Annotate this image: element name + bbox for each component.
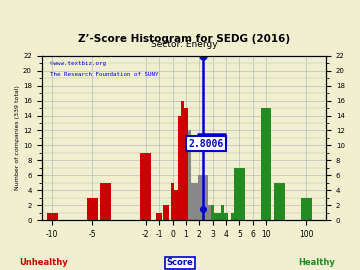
Bar [163,205,168,220]
Bar [224,212,228,220]
Bar [201,175,204,220]
Text: Healthy: Healthy [298,258,335,267]
Bar [100,183,111,220]
Bar [87,198,98,220]
Bar [140,153,151,220]
Bar [211,205,214,220]
Bar [204,175,208,220]
Bar [194,183,198,220]
Bar [301,198,311,220]
Title: Z’-Score Histogram for SEDG (2016): Z’-Score Histogram for SEDG (2016) [78,34,290,44]
Text: Score: Score [167,258,193,267]
Text: The Research Foundation of SUNY: The Research Foundation of SUNY [50,72,158,77]
Text: Sector: Energy: Sector: Energy [150,40,217,49]
Bar [198,175,201,220]
Bar [188,130,191,220]
Text: ©www.textbiz.org: ©www.textbiz.org [50,61,106,66]
Bar [274,183,285,220]
Bar [157,212,162,220]
Bar [218,212,221,220]
Bar [47,212,58,220]
Y-axis label: Number of companies (339 total): Number of companies (339 total) [15,86,20,190]
Bar [181,101,184,220]
Bar [208,205,211,220]
Bar [177,116,181,220]
Bar [214,212,218,220]
Bar [234,168,245,220]
Bar [231,212,234,220]
Bar [234,212,238,220]
Bar [171,183,174,220]
Bar [221,205,224,220]
Bar [261,108,271,220]
Text: Unhealthy: Unhealthy [19,258,68,267]
Bar [191,183,194,220]
Bar [184,108,188,220]
Text: 2.8006: 2.8006 [188,139,224,149]
Bar [174,190,177,220]
